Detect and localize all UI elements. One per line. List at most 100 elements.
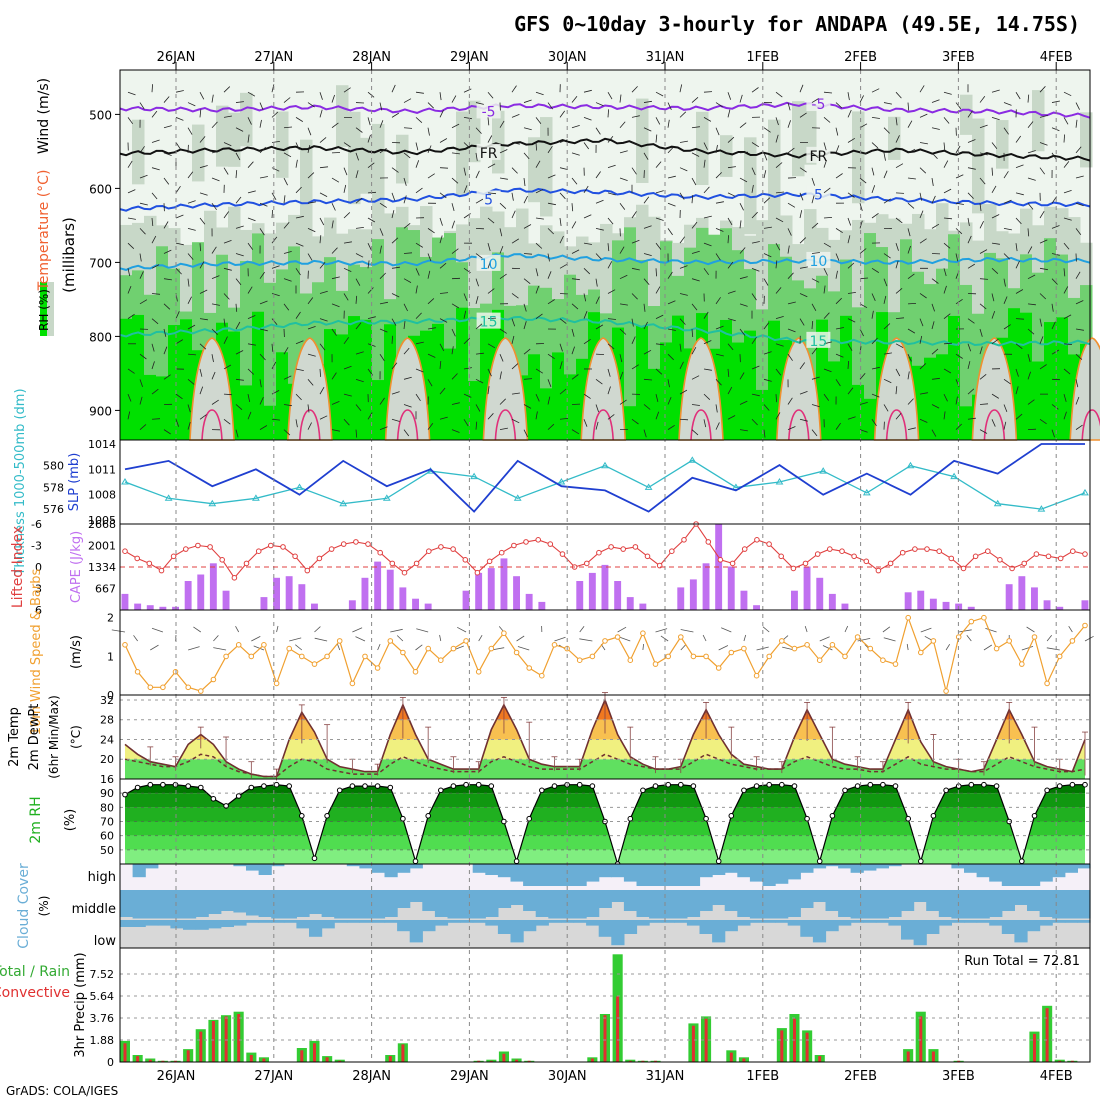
cape-bar	[134, 603, 142, 610]
wind-barb	[535, 313, 543, 319]
cloud-middle-bar	[686, 890, 701, 917]
precip-tick-label: 5.64	[90, 990, 115, 1003]
wind-speed-point	[854, 634, 861, 640]
wind-barb	[175, 311, 180, 319]
lifted-index-point	[304, 567, 311, 574]
wind-barb	[223, 364, 232, 370]
wind-barb	[907, 398, 914, 405]
cloud-high-bar	[1052, 864, 1066, 878]
wind-barb-10m	[151, 627, 164, 633]
precip-convective-bar	[1033, 1033, 1036, 1062]
wind-barb	[919, 363, 927, 370]
wind-barb	[211, 177, 220, 182]
cape-bar	[1031, 587, 1038, 610]
wind-barb	[295, 340, 304, 345]
wind-barb	[511, 192, 514, 201]
thickness-point	[819, 467, 828, 474]
wind-barb	[1015, 192, 1024, 196]
isotherm-20-tongue	[971, 337, 1018, 441]
wind-barb	[739, 203, 744, 211]
rh-band-bright	[132, 314, 145, 440]
cloud-high-bar	[586, 864, 600, 882]
rh-tick-label: 50	[100, 844, 114, 857]
wind-barb	[799, 237, 807, 244]
wind-speed-point	[273, 680, 280, 687]
wind-barb	[151, 418, 161, 420]
wind-barb	[883, 295, 887, 304]
wind-barb	[1051, 404, 1059, 410]
wind-barb-10m	[617, 626, 627, 633]
wind-speed-point	[741, 645, 747, 652]
wind-barb	[223, 86, 231, 93]
lifted-index-point	[1033, 551, 1040, 557]
cloud-middle-bar	[775, 890, 789, 919]
cape-bar	[424, 603, 432, 610]
wind-barb-10m	[804, 625, 808, 633]
wind-barb	[823, 187, 831, 194]
wind-barb	[307, 172, 315, 179]
slp-tick-label: 1008	[88, 489, 116, 502]
cloud-middle-bar	[523, 890, 537, 911]
wind-barb	[703, 142, 708, 150]
rh2m-point	[690, 783, 697, 789]
date-label-top: 26JAN	[157, 50, 196, 65]
wind-barb	[463, 367, 472, 370]
wind-barb	[439, 318, 448, 323]
wind-barb	[799, 84, 804, 93]
cloud-low-bar	[422, 920, 436, 932]
isotherm-label-bg	[806, 185, 831, 202]
wind-barb	[583, 293, 587, 302]
lifted-index-point	[462, 557, 469, 563]
precip-convective-bar	[1045, 1008, 1049, 1062]
wind-barb	[739, 429, 748, 432]
wind-barb	[283, 222, 290, 229]
pressure-axis-label: (millibars)	[60, 217, 78, 293]
rh-band-upper	[960, 94, 973, 135]
wind-barb	[235, 225, 244, 229]
wind-speed-point	[286, 645, 293, 652]
wind-barb	[619, 274, 628, 280]
wind-barb	[919, 335, 923, 344]
wind-barb	[559, 343, 563, 352]
cloud-low-bar	[371, 920, 386, 923]
cloud-high-bar	[863, 864, 877, 871]
wind-speed-point	[501, 630, 507, 637]
wind-barb	[571, 429, 580, 435]
isotherm-25-tongue	[885, 409, 908, 441]
wind-barb	[979, 95, 986, 103]
rh2m-point	[779, 781, 785, 788]
wind-speed-point	[576, 657, 583, 664]
rh-band-upper	[228, 112, 241, 167]
wind-barb	[559, 388, 567, 395]
wind-barb	[847, 217, 852, 226]
wind-barb	[547, 353, 555, 360]
wind-barb	[787, 120, 791, 128]
wind-barb	[883, 102, 892, 105]
wind-barb	[247, 117, 252, 125]
wind-barb	[163, 303, 171, 310]
rh2m-point	[829, 813, 836, 819]
wind-speed-point	[703, 653, 709, 660]
wind-barb-10m	[1021, 646, 1034, 651]
wind-barb	[1051, 100, 1060, 103]
wind-barb	[1063, 242, 1070, 250]
cloud-high-bar	[233, 864, 247, 867]
panel-frame-slp	[119, 439, 1091, 525]
wind-barb	[571, 303, 579, 310]
isotherm-label-bg	[476, 102, 501, 119]
wind-barb	[655, 368, 663, 375]
wind-barb	[583, 185, 589, 194]
cloud-middle-bar	[548, 890, 562, 919]
lifted-index-point	[584, 560, 590, 567]
cloud-low-bar	[1039, 920, 1053, 926]
wind-barb	[1075, 228, 1082, 235]
wind-barb	[619, 121, 626, 128]
wind-barb	[943, 117, 950, 124]
cloud-low-bar	[838, 920, 852, 926]
wind-barb	[907, 353, 912, 362]
cloud-low-bar	[296, 920, 310, 929]
cloud-low-bar	[913, 920, 927, 946]
wind-barb	[235, 404, 243, 411]
wind-barb	[1063, 217, 1072, 221]
cloud-low-bar	[1064, 920, 1078, 923]
